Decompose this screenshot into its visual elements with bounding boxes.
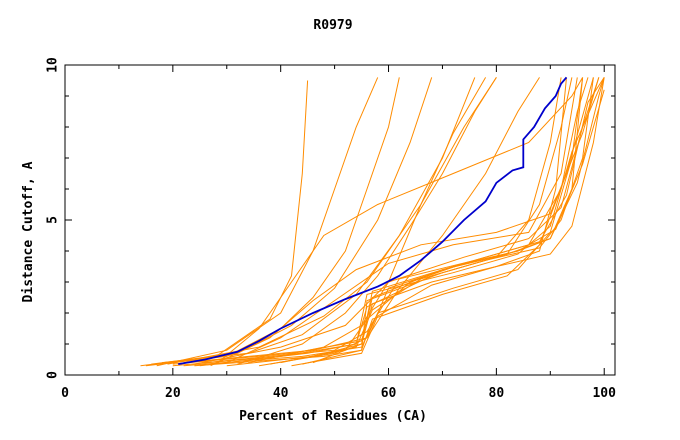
model-series-line-18 — [226, 77, 567, 367]
model-series-line-1 — [140, 80, 309, 367]
x-tick-label-60: 60 — [381, 386, 397, 401]
model-series-line-11 — [194, 77, 594, 367]
model-series-line-24 — [291, 77, 605, 367]
tick-labels: 0 20 40 60 80 100 0 5 10 — [46, 57, 617, 401]
chart-title: R0979 — [313, 18, 352, 33]
y-axis-label: Distance Cutoff, A — [21, 161, 36, 302]
x-tick-label-80: 80 — [489, 386, 505, 401]
model-series-line-17 — [226, 77, 578, 364]
model-lines — [140, 77, 605, 367]
model-series-line-21 — [259, 77, 540, 367]
axis-ticks — [64, 64, 615, 376]
model-series-line-5 — [162, 77, 476, 364]
model-series-line-13 — [199, 77, 605, 367]
model-series-line-4 — [156, 77, 379, 367]
x-tick-label-40: 40 — [273, 386, 289, 401]
model-series-line-23 — [280, 77, 594, 364]
model-series-line-9 — [183, 77, 584, 367]
y-tick-label-10: 10 — [46, 57, 61, 73]
model-series-line-14 — [205, 77, 605, 364]
model-series-line-10 — [183, 77, 589, 364]
model-series-line-8 — [172, 77, 573, 365]
model-series-line-26 — [312, 89, 605, 364]
model-series-line-16 — [215, 77, 584, 365]
y-tick-label-5: 5 — [46, 216, 61, 224]
y-tick-label-0: 0 — [46, 371, 61, 379]
x-tick-label-20: 20 — [165, 386, 181, 401]
model-series-line-19 — [237, 77, 497, 365]
highlight-series-line — [178, 76, 568, 365]
model-series-line-15 — [210, 77, 600, 367]
model-series-line-6 — [167, 77, 497, 365]
x-tick-label-100: 100 — [592, 386, 616, 401]
x-tick-label-0: 0 — [61, 386, 69, 401]
model-series-line-22 — [269, 77, 584, 365]
x-axis-label: Percent of Residues (CA) — [239, 409, 427, 424]
